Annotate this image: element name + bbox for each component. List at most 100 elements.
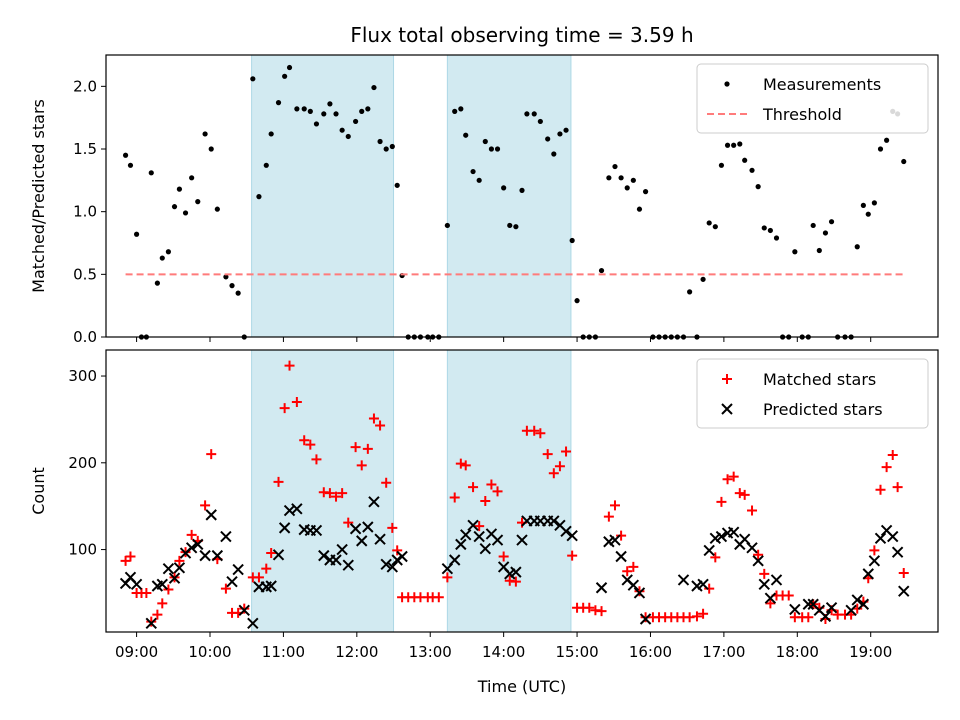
- legend: Matched stars Predicted stars: [696, 358, 929, 429]
- matched-star-point: [616, 530, 627, 541]
- measurement-point: [263, 162, 269, 168]
- matched-star-point: [299, 435, 310, 446]
- matched-star-point: [753, 549, 764, 560]
- measurement-point: [165, 249, 171, 255]
- predicted-star-point: [802, 598, 815, 610]
- measurement-point: [488, 146, 495, 152]
- matched-star-point: [253, 572, 264, 583]
- y-tick-label: 1.0: [73, 203, 97, 221]
- predicted-star-point: [851, 594, 863, 606]
- measurement-point: [501, 185, 507, 191]
- predicted-star-point: [386, 561, 399, 573]
- predicted-star-point: [516, 534, 528, 546]
- measurement-point: [235, 290, 241, 296]
- predicted-star-point: [898, 585, 910, 597]
- measurement-point: [208, 146, 214, 152]
- predicted-star-point: [130, 578, 143, 590]
- predicted-star-point: [226, 575, 238, 588]
- matched-star-point: [498, 551, 509, 562]
- matched-star-point: [783, 590, 794, 601]
- matched-star-point: [710, 552, 721, 563]
- predicted-star-point: [380, 558, 392, 571]
- matched-star-point: [554, 461, 565, 472]
- predicted-star-point: [819, 610, 832, 623]
- matched-star-point: [186, 529, 197, 540]
- predicted-star-point: [627, 579, 640, 591]
- measurement-point: [301, 106, 307, 112]
- matched-star-point: [869, 545, 880, 556]
- predicted-star-point: [639, 613, 652, 625]
- matched-star-point: [239, 603, 250, 614]
- chart-title: Flux total observing time = 3.59 h: [350, 23, 693, 47]
- matched-star-point: [698, 608, 709, 619]
- measurement-point: [642, 189, 649, 195]
- measurement-point: [321, 111, 327, 117]
- matched-star-point: [337, 488, 348, 499]
- matched-star-point: [261, 563, 272, 574]
- predicted-star-point: [185, 542, 198, 554]
- predicted-star-point: [703, 544, 715, 557]
- measurement-point: [524, 111, 530, 117]
- predicted-star-point: [199, 549, 211, 562]
- measurement-point: [563, 127, 569, 133]
- matched-star-point: [875, 484, 886, 495]
- matched-star-point: [206, 449, 217, 460]
- measurement-point: [755, 184, 761, 190]
- plot-frame: [105, 54, 939, 338]
- measurement-point: [189, 175, 195, 181]
- measurement-point: [214, 206, 220, 212]
- predicted-star-point: [677, 574, 690, 586]
- measurement-point: [569, 237, 575, 244]
- legend-entry-label: Threshold: [762, 105, 842, 124]
- predicted-star-point: [455, 538, 467, 551]
- predicted-star-point: [272, 549, 285, 561]
- matched-star-point: [343, 517, 354, 528]
- predicted-star-point: [891, 546, 904, 558]
- shaded-span-1: [251, 349, 395, 633]
- series-matched-stars: [120, 360, 909, 627]
- measurement-point: [624, 185, 630, 191]
- measurement-point: [724, 142, 731, 148]
- matched-star-point: [455, 458, 466, 469]
- measurement-point: [444, 222, 450, 229]
- matched-star-point: [722, 474, 733, 485]
- predicted-star-point: [845, 604, 857, 617]
- matched-star-point: [803, 612, 814, 623]
- measurement-point: [606, 175, 612, 181]
- measurement-point: [884, 137, 890, 143]
- x-tick-label: 10:00: [188, 643, 231, 661]
- matched-star-point: [141, 587, 152, 598]
- legend-box: [696, 358, 929, 429]
- matched-star-point: [881, 462, 892, 473]
- matched-star-point: [146, 616, 157, 627]
- measurement-point: [822, 230, 829, 236]
- measurement-point: [307, 108, 313, 114]
- matched-star-point: [747, 505, 758, 516]
- predicted-star-point: [510, 566, 522, 578]
- matched-star-point: [392, 545, 403, 556]
- x-axis-label: Time (UTC): [477, 677, 566, 696]
- measurement-point: [122, 152, 129, 158]
- matched-star-point: [387, 522, 398, 533]
- predicted-star-point: [265, 580, 277, 592]
- measurement-point: [519, 187, 525, 193]
- measurement-point: [545, 136, 551, 142]
- matched-star-point: [561, 446, 572, 457]
- predicted-star-point: [825, 601, 838, 614]
- measurement-point: [494, 146, 501, 152]
- matched-star-point: [279, 403, 290, 414]
- y-axis-label: Count: [29, 467, 48, 515]
- predicted-star-point: [356, 535, 368, 547]
- predicted-star-point: [467, 519, 479, 531]
- x-tick-label: 15:00: [555, 643, 598, 661]
- predicted-star-point: [715, 530, 728, 543]
- measurement-point: [250, 76, 256, 82]
- predicted-star-point: [374, 533, 386, 545]
- measurement-point: [470, 168, 476, 175]
- predicted-star-point: [145, 617, 157, 630]
- shaded-span-1: [251, 54, 395, 338]
- measurement-point: [557, 131, 563, 137]
- measurement-point: [618, 175, 624, 181]
- predicted-star-point: [162, 562, 175, 575]
